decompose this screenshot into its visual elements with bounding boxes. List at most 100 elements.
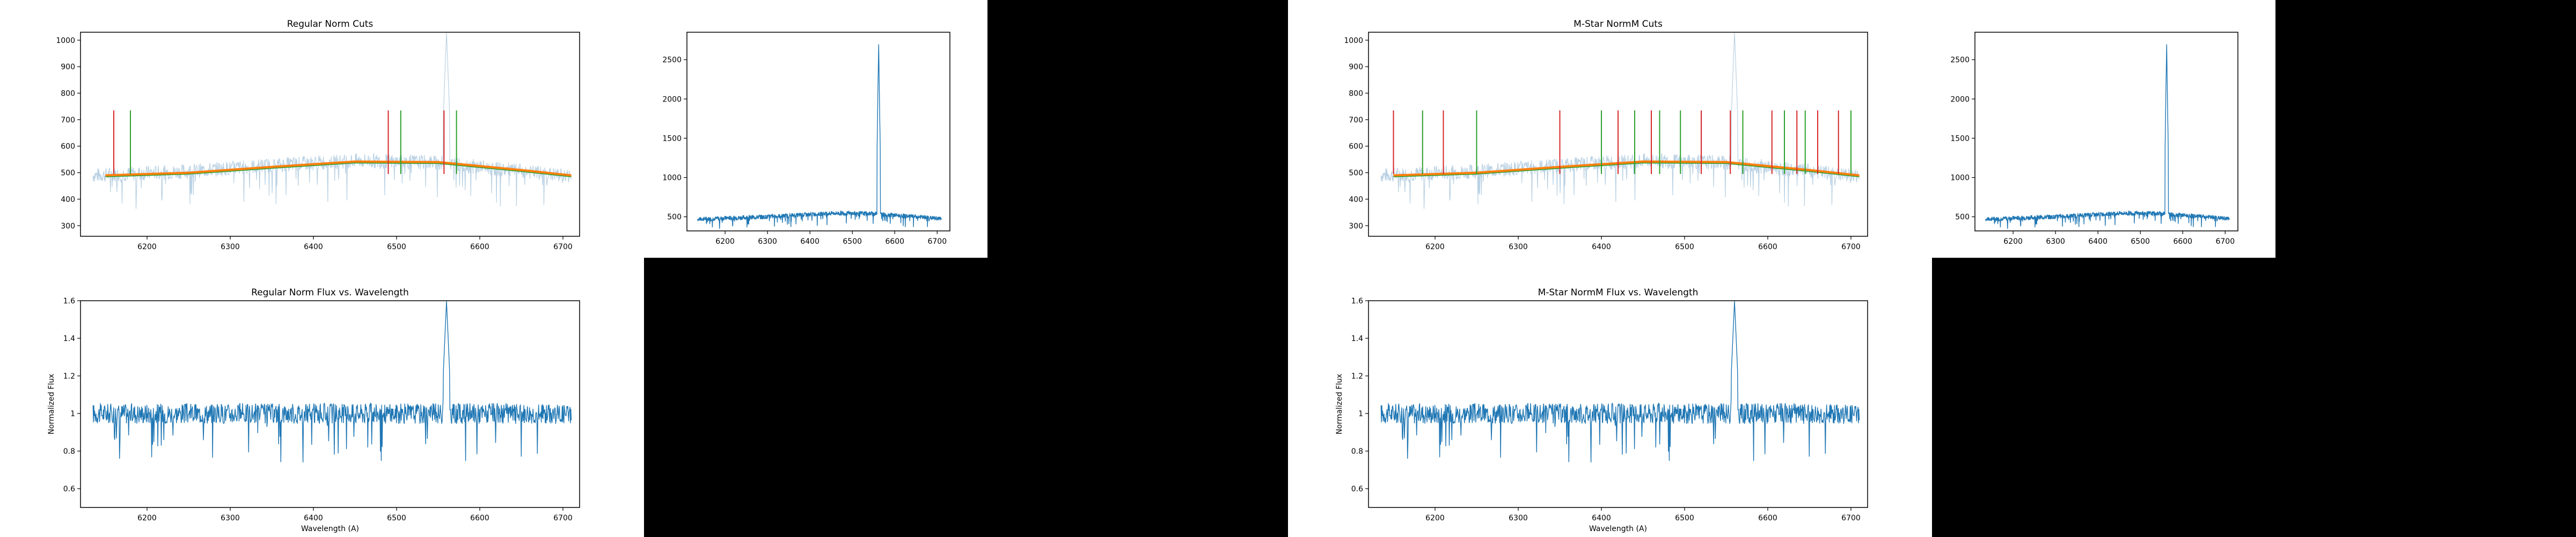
x-tick-label: 6200 <box>137 514 157 523</box>
x-tick-label: 6400 <box>304 514 323 523</box>
x-tick-label: 6300 <box>1509 514 1528 523</box>
x-tick-label: 6500 <box>1675 514 1694 523</box>
x-tick-label: 6200 <box>715 237 735 246</box>
plot-area <box>697 44 942 229</box>
figure-background-left-bottom <box>0 258 644 537</box>
y-tick-label: 1.2 <box>1351 372 1363 381</box>
y-tick-label: 500 <box>61 169 75 178</box>
chart-mstar-normm-cuts: 6200 6300 6400 6500 6600 6700 300 400 500 600 700 8… <box>1344 19 1868 251</box>
y-tick-label: 900 <box>61 63 75 71</box>
y-tick-label: 800 <box>61 90 75 98</box>
x-tick-label: 6400 <box>800 237 819 246</box>
x-tick-label: 6500 <box>1675 243 1694 251</box>
spectrum-line <box>1380 301 1860 463</box>
y-tick-label: 1.2 <box>63 372 75 381</box>
figure-background-right-bottom <box>1288 258 1932 537</box>
x-tick-label: 6700 <box>553 243 573 251</box>
y-tick-label: 1.6 <box>63 297 75 306</box>
y-tick-label: 900 <box>1349 63 1363 71</box>
plot-area <box>1380 32 1860 209</box>
x-tick-label: 6200 <box>1425 514 1445 523</box>
chart-title: Regular Norm Cuts <box>287 19 374 30</box>
axes-frame <box>1974 32 2238 231</box>
x-axis-label: Wavelength (A) <box>1589 525 1647 533</box>
x-tick-label: 6600 <box>2173 237 2192 246</box>
x-tick-label: 6700 <box>2215 237 2235 246</box>
x-tick-label: 6600 <box>470 514 489 523</box>
x-tick-label: 6500 <box>843 237 862 246</box>
plot-area <box>1985 44 2230 229</box>
y-tick-label: 1.6 <box>1351 297 1363 306</box>
y-tick-label: 1000 <box>1950 174 1970 183</box>
y-tick-label: 700 <box>61 116 75 125</box>
y-tick-label: 500 <box>667 213 682 222</box>
x-tick-label: 6500 <box>387 514 406 523</box>
x-tick-label: 6400 <box>304 243 323 251</box>
x-tick-label: 6700 <box>1841 514 1861 523</box>
x-tick-label: 6300 <box>221 243 240 251</box>
y-tick-label: 600 <box>1349 142 1363 151</box>
x-tick-label: 6300 <box>758 237 777 246</box>
chart-mstar-raw-flux: 6200 6300 6400 6500 6600 6700 500 1000 1500 2000 2… <box>1950 32 2238 246</box>
y-tick-label: 300 <box>1349 222 1363 230</box>
y-tick-label: 0.8 <box>1351 447 1363 456</box>
chart-title: Regular Norm Flux vs. Wavelength <box>251 287 409 298</box>
axes-frame <box>1368 300 1868 508</box>
y-tick-label: 300 <box>61 222 75 230</box>
y-axis-label: Normalized Flux <box>47 374 56 434</box>
axes-frame <box>80 32 580 237</box>
x-axis-label: Wavelength (A) <box>301 525 359 533</box>
x-tick-label: 6600 <box>470 243 489 251</box>
y-tick-label: 1000 <box>56 37 75 45</box>
y-axis-label: Normalized Flux <box>1335 374 1344 434</box>
x-tick-label: 6300 <box>221 514 240 523</box>
x-tick-label: 6500 <box>2131 237 2150 246</box>
y-tick-label: 1000 <box>1344 37 1363 45</box>
axes-frame <box>80 300 580 508</box>
x-tick-label: 6600 <box>1758 243 1777 251</box>
x-tick-label: 6400 <box>1592 243 1611 251</box>
y-tick-label: 1.4 <box>1351 335 1363 343</box>
x-tick-label: 6200 <box>137 243 157 251</box>
y-tick-label: 1000 <box>662 174 682 183</box>
chart-mstar-normm-flux: 6200 6300 6400 6500 6600 6700 0.6 0.8 1 1.2 1.4 1.6… <box>1335 287 1868 533</box>
x-tick-label: 6600 <box>885 237 904 246</box>
y-tick-label: 0.6 <box>63 485 75 494</box>
spectrum-line <box>1985 44 2230 229</box>
y-tick-label: 0.6 <box>1351 485 1363 494</box>
y-tick-label: 700 <box>1349 116 1363 125</box>
y-tick-label: 400 <box>1349 195 1363 204</box>
y-tick-label: 400 <box>61 195 75 204</box>
plot-area <box>92 32 572 209</box>
y-tick-label: 1 <box>70 410 75 418</box>
y-tick-label: 2500 <box>1950 56 1970 64</box>
chart-regular-norm-cuts: 6200 6300 6400 6500 6600 6700 300 400 500 600 700 8… <box>56 19 580 251</box>
axes-frame <box>1368 32 1868 237</box>
axes-frame <box>686 32 950 231</box>
y-tick-label: 600 <box>61 142 75 151</box>
x-tick-label: 6600 <box>1758 514 1777 523</box>
chart-regular-norm-flux: 6200 6300 6400 6500 6600 6700 0.6 0.8 1 1.2 1.4 1.6… <box>47 287 580 533</box>
y-tick-label: 2000 <box>1950 95 1970 104</box>
y-tick-label: 1500 <box>1950 134 1970 143</box>
x-tick-label: 6200 <box>2003 237 2023 246</box>
y-tick-label: 1 <box>1358 410 1363 418</box>
x-tick-label: 6200 <box>1425 243 1445 251</box>
y-tick-label: 2500 <box>662 56 682 64</box>
y-tick-label: 500 <box>1955 213 1970 222</box>
x-tick-label: 6400 <box>1592 514 1611 523</box>
y-tick-label: 800 <box>1349 90 1363 98</box>
x-tick-label: 6700 <box>1841 243 1861 251</box>
spectrum-line <box>697 44 942 229</box>
y-tick-label: 0.8 <box>63 447 75 456</box>
x-tick-label: 6300 <box>2046 237 2065 246</box>
plot-area <box>1380 301 1860 463</box>
chart-title: M-Star NormM Cuts <box>1574 19 1663 30</box>
spectrum-line <box>92 301 572 463</box>
x-tick-label: 6700 <box>553 514 573 523</box>
chart-title: M-Star NormM Flux vs. Wavelength <box>1538 287 1699 298</box>
x-tick-label: 6700 <box>927 237 947 246</box>
y-tick-label: 500 <box>1349 169 1363 178</box>
x-tick-label: 6400 <box>2088 237 2107 246</box>
y-tick-label: 1.4 <box>63 335 75 343</box>
